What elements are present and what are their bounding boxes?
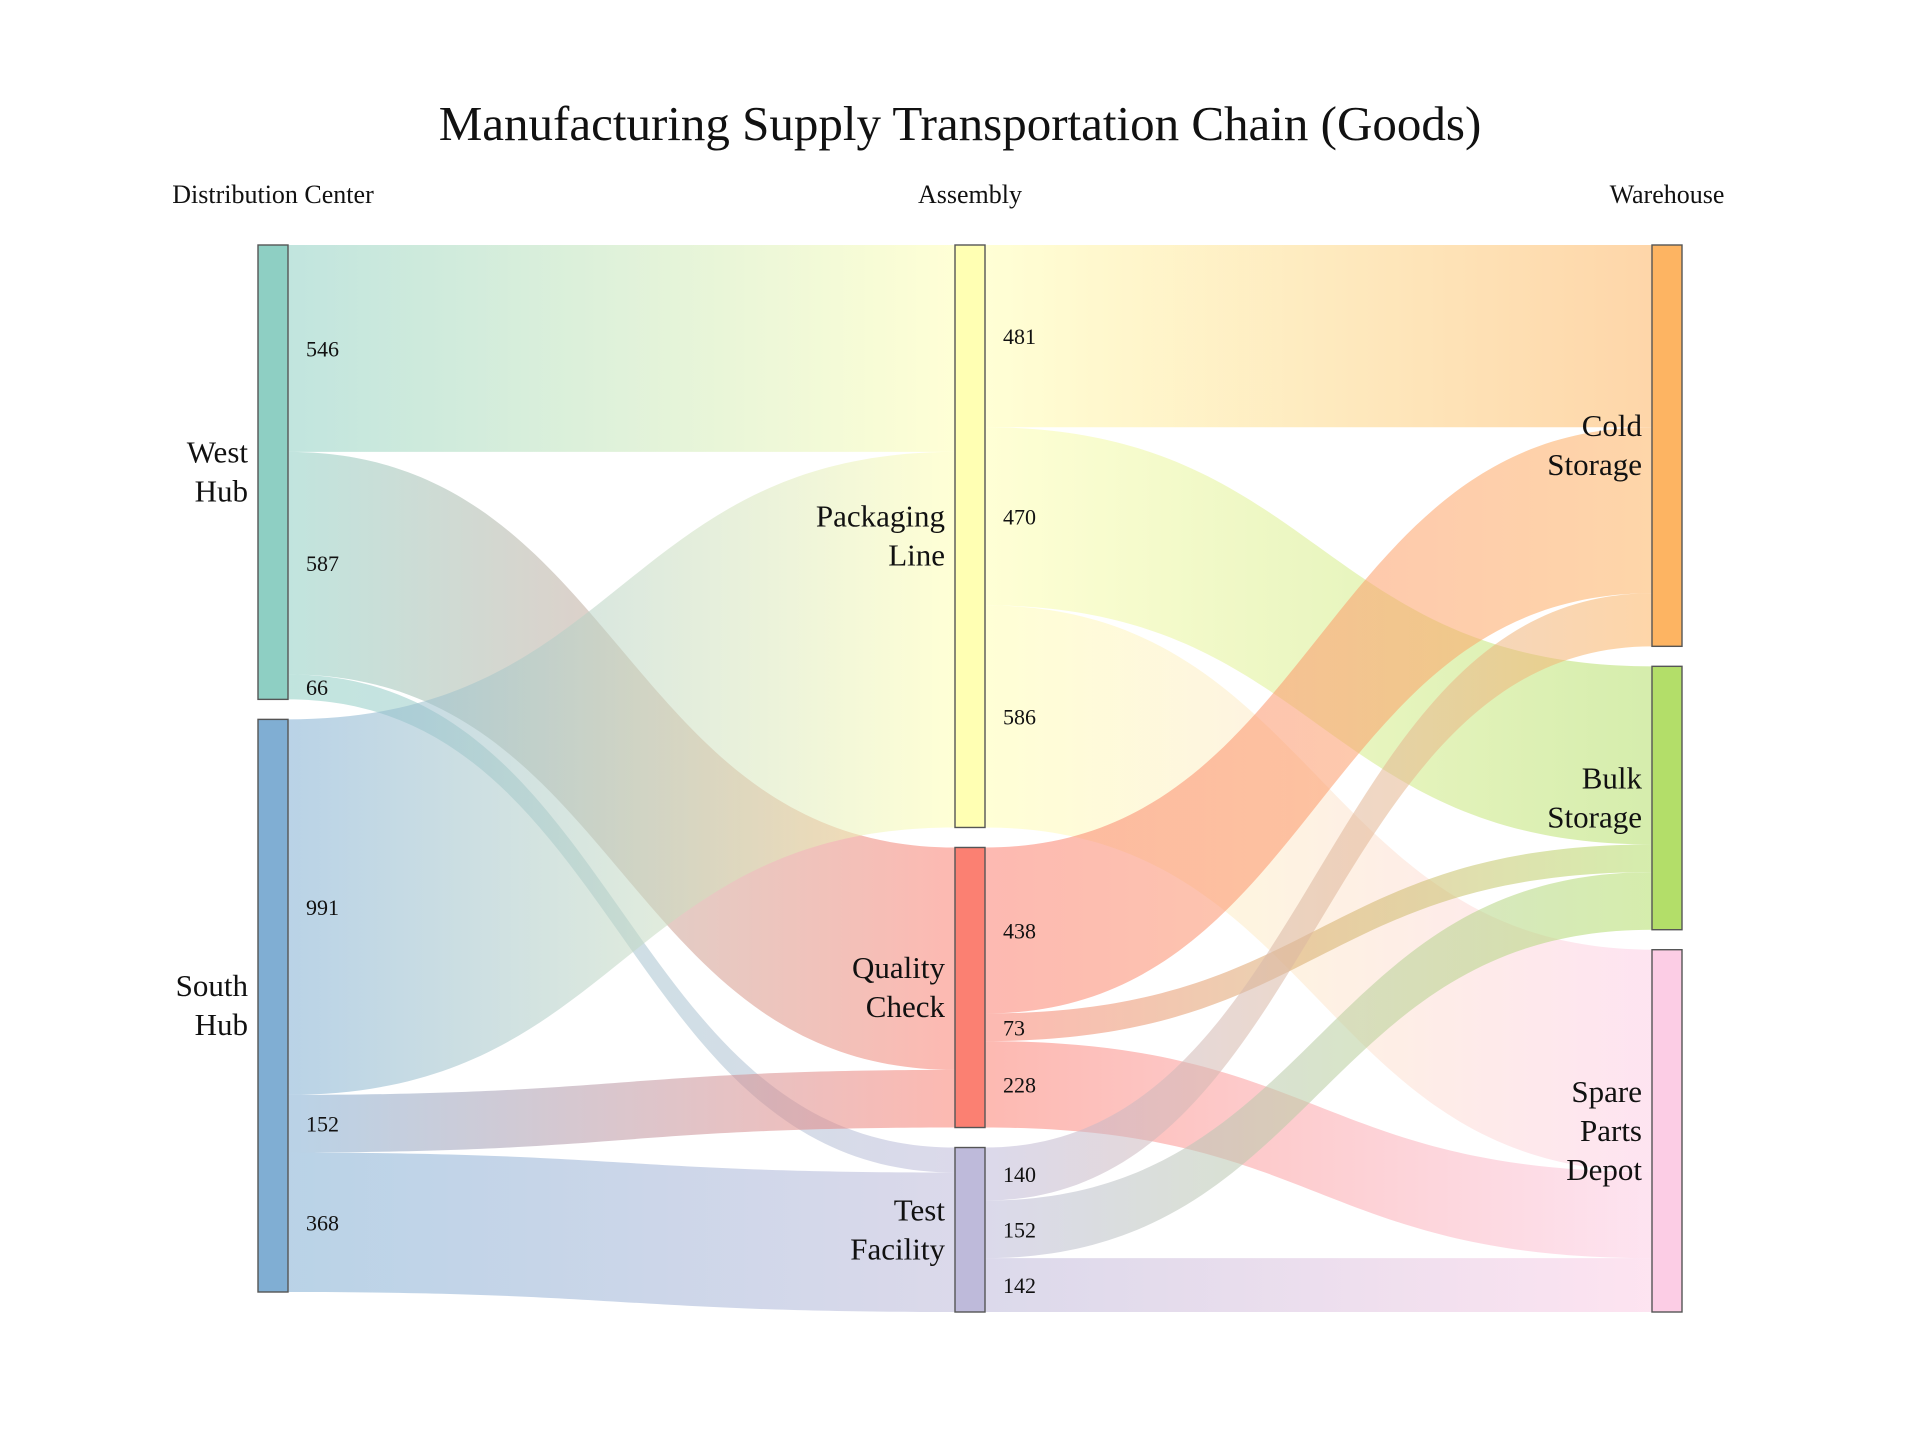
- link-value-label: 587: [306, 551, 339, 576]
- node-label-line: West: [187, 435, 249, 470]
- node-label-line: Line: [888, 538, 945, 573]
- node-label-line: Spare: [1571, 1074, 1642, 1109]
- node-label-south: South Hub: [176, 968, 249, 1042]
- link-value-label: 152: [1003, 1217, 1036, 1242]
- link-value-label: 586: [1003, 704, 1036, 729]
- node-label-line: Depot: [1566, 1152, 1642, 1187]
- node-label-line: Bulk: [1582, 761, 1643, 796]
- link-value-label: 546: [306, 336, 339, 361]
- node-label-test: Test Facility: [850, 1192, 945, 1266]
- link-value-label: 140: [1003, 1162, 1036, 1187]
- node-label-qc: Quality Check: [852, 950, 945, 1024]
- node-test: [954, 1146, 986, 1313]
- column-label-warehouse: Warehouse: [1610, 180, 1725, 209]
- link-value-label: 142: [1003, 1273, 1036, 1298]
- node-label-line: Quality: [852, 950, 945, 985]
- node-label-line: Test: [894, 1192, 946, 1227]
- link-value-label: 73: [1003, 1015, 1025, 1040]
- node-spare: [1651, 949, 1683, 1313]
- links: [288, 245, 1652, 1312]
- link-value-label: 66: [306, 675, 328, 700]
- nodes: [257, 244, 1683, 1313]
- value-labels: 546 587 66 991 152 368 481 470 586 438 73 228 140 152…: [306, 324, 1036, 1298]
- link-quality-check-to-cold-storage: [985, 427, 1652, 1014]
- chart-title: Manufacturing Supply Transportation Chai…: [439, 96, 1482, 151]
- node-bulk: [1651, 665, 1683, 931]
- link-south-hub-to-test-facility: [288, 1152, 955, 1312]
- column-labels: Distribution Center Assembly Warehouse: [172, 180, 1724, 209]
- node-pack: [954, 244, 986, 829]
- link-value-label: 481: [1003, 324, 1036, 349]
- link-value-label: 470: [1003, 504, 1036, 529]
- node-cold: [1651, 244, 1683, 648]
- column-label-distribution-center: Distribution Center: [172, 180, 374, 209]
- column-label-assembly: Assembly: [918, 180, 1022, 209]
- node-label-line: Cold: [1582, 408, 1643, 443]
- node-label-bulk: Bulk Storage: [1547, 761, 1642, 835]
- node-south: [257, 718, 289, 1293]
- node-label-line: Check: [866, 989, 946, 1024]
- node-label-line: Packaging: [816, 499, 945, 534]
- node-label-line: Facility: [850, 1231, 945, 1266]
- node-label-pack: Packaging Line: [816, 499, 945, 573]
- node-label-line: Hub: [195, 474, 248, 509]
- link-south-hub-to-packaging-line: [288, 451, 955, 1095]
- node-label-cold: Cold Storage: [1547, 408, 1642, 482]
- link-packaging-line-to-bulk-storage: [985, 427, 1652, 845]
- node-west: [257, 244, 289, 701]
- node-label-line: South: [176, 968, 249, 1003]
- node-label-line: Storage: [1547, 447, 1642, 482]
- link-south-hub-to-quality-check: [288, 1069, 955, 1153]
- link-packaging-line-to-cold-storage: [985, 245, 1652, 428]
- node-label-line: Parts: [1580, 1113, 1642, 1148]
- link-value-label: 368: [306, 1210, 339, 1235]
- node-label-west: West Hub: [187, 435, 249, 509]
- link-west-hub-to-packaging-line: [288, 245, 955, 452]
- node-label-line: Storage: [1547, 800, 1642, 835]
- link-quality-check-to-bulk-storage: [985, 844, 1652, 1042]
- node-label-line: Hub: [195, 1007, 248, 1042]
- link-value-label: 991: [306, 895, 339, 920]
- link-test-facility-to-cold-storage: [985, 593, 1652, 1201]
- link-value-label: 438: [1003, 918, 1036, 943]
- link-value-label: 228: [1003, 1072, 1036, 1097]
- node-label-spare: Spare Parts Depot: [1566, 1074, 1642, 1187]
- node-qc: [954, 846, 986, 1129]
- node-labels: West Hub South Hub Packaging Line Quality Check…: [176, 408, 1643, 1266]
- link-value-label: 152: [306, 1112, 339, 1137]
- link-test-facility-to-bulk-storage: [985, 872, 1652, 1259]
- link-test-facility-to-spare-parts-depot: [985, 1258, 1652, 1312]
